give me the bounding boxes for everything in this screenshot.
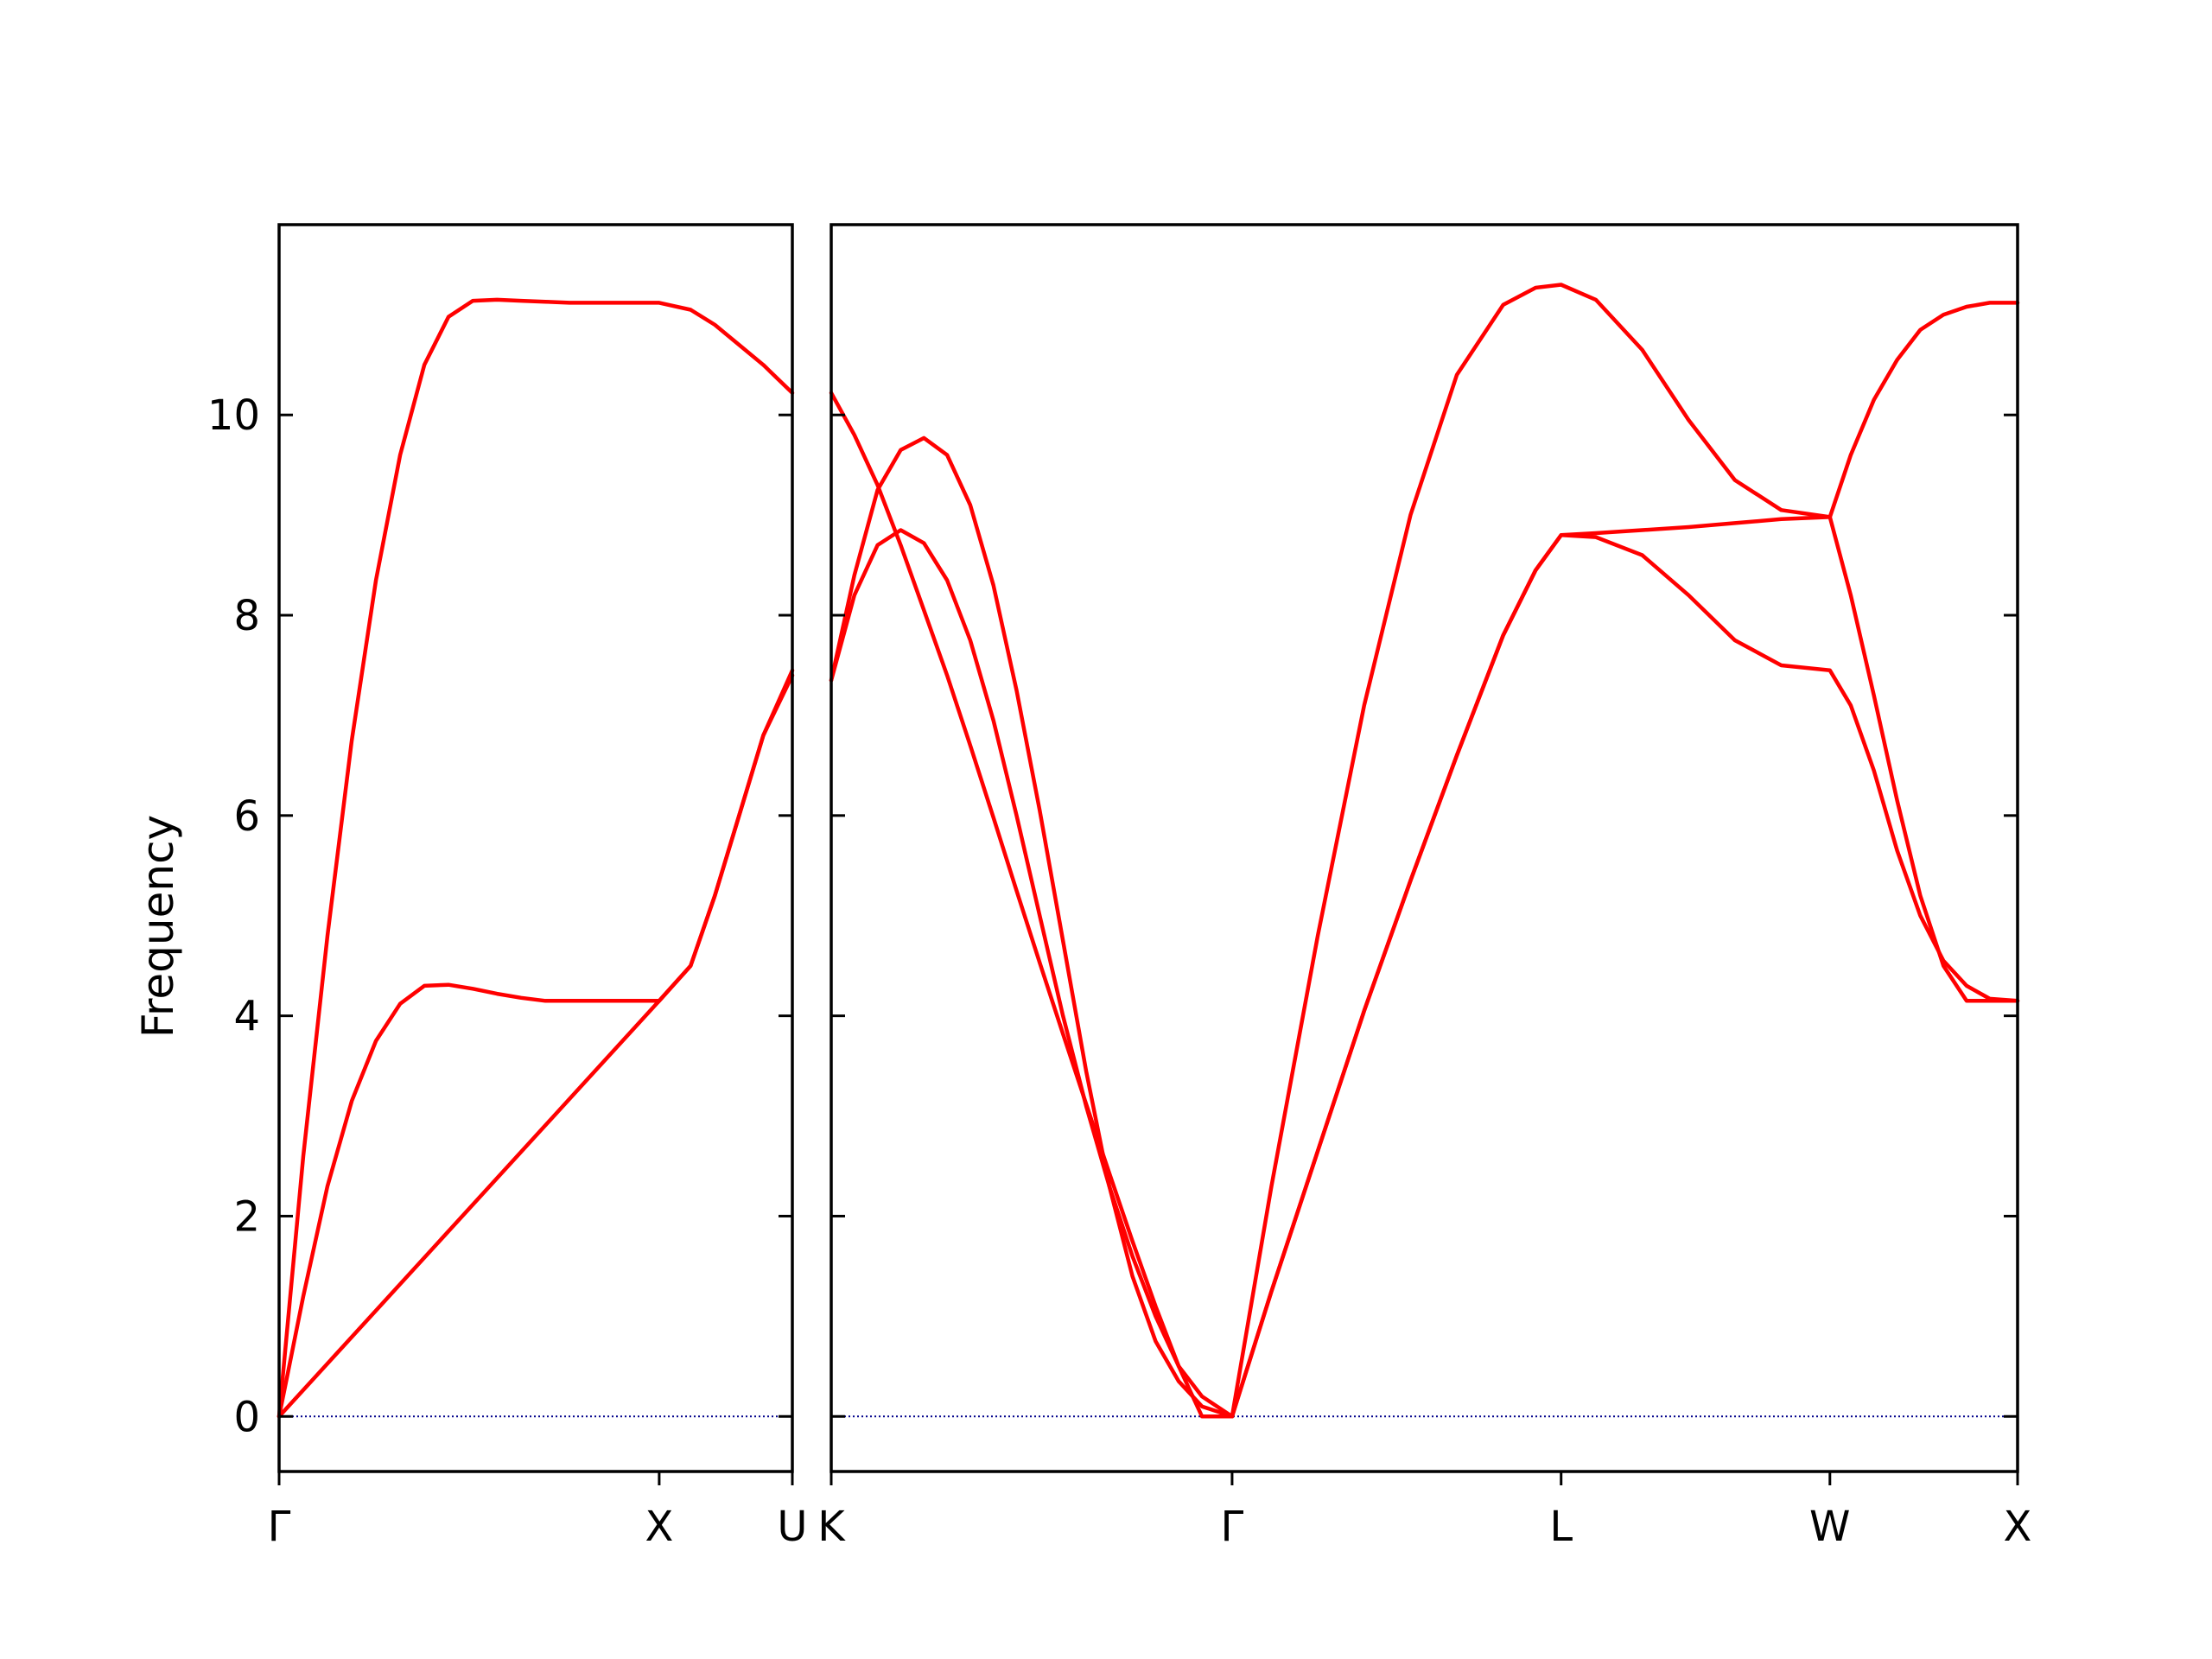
x-tick-label: Γ xyxy=(1221,1503,1244,1551)
y-tick-label: 0 xyxy=(233,1393,260,1441)
x-tick-label: X xyxy=(645,1503,673,1551)
x-tick-label: U xyxy=(777,1503,807,1551)
x-tick-label: Γ xyxy=(268,1503,291,1551)
y-tick-label: 4 xyxy=(233,993,260,1041)
band-line-left-3 xyxy=(276,297,795,1419)
y-tick-label: 8 xyxy=(233,592,260,640)
band-line-right-5 xyxy=(1230,533,2020,1419)
band-line-right-3 xyxy=(829,435,1235,1419)
band-line-right-2 xyxy=(829,528,1235,1419)
y-tick-label: 2 xyxy=(233,1192,260,1241)
x-tick-label: W xyxy=(1809,1503,1850,1551)
x-tick-label: X xyxy=(2004,1503,2032,1551)
band-line-right-6 xyxy=(1230,283,2020,1419)
band-line-right-1 xyxy=(829,391,1235,1419)
plot-frame xyxy=(830,223,2019,1473)
x-tick-label: L xyxy=(1549,1503,1573,1551)
y-axis-title: Frequency xyxy=(133,815,183,1038)
band-line-left-1 xyxy=(276,673,795,1419)
left-panel: 0 2 4 6 8 10 Γ X U xyxy=(207,223,808,1551)
band-line-left-2 xyxy=(276,668,795,1419)
band-line-right-4 xyxy=(1230,515,2020,1419)
y-tick-label: 10 xyxy=(207,391,260,440)
x-tick-label: K xyxy=(817,1503,846,1551)
y-tick-label: 6 xyxy=(233,792,260,841)
plot-frame xyxy=(277,223,794,1473)
